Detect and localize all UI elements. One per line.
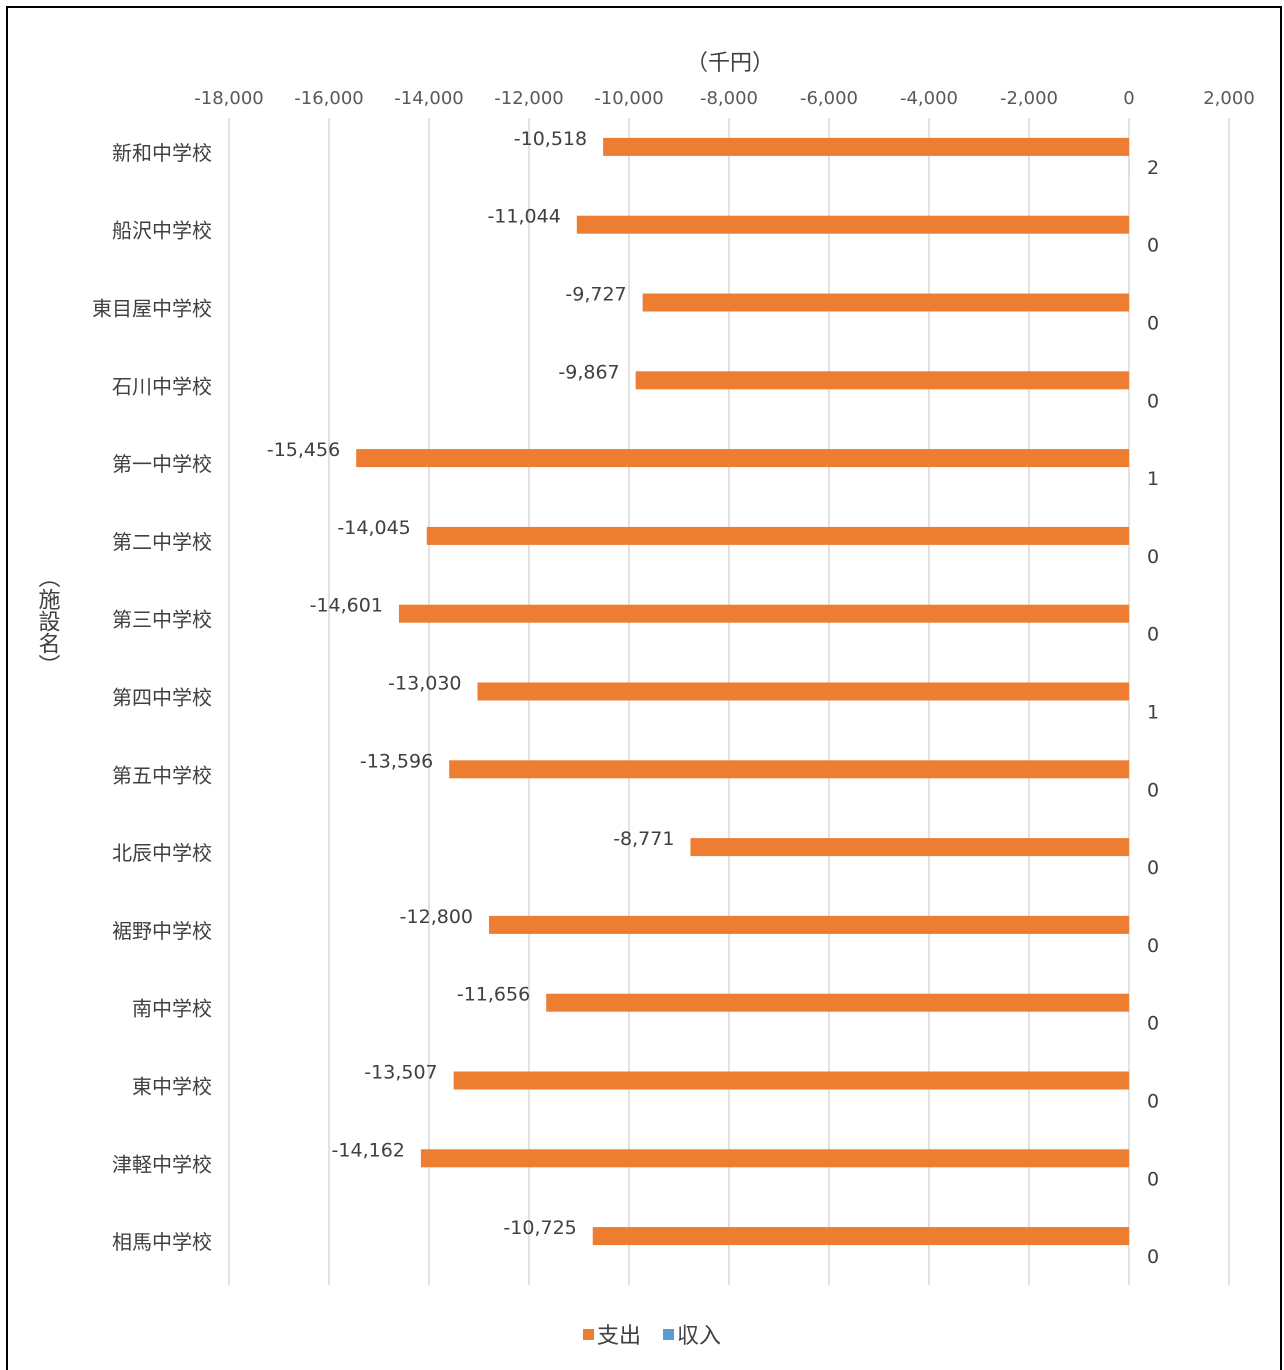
- data-label-spending: -15,456: [267, 439, 340, 461]
- data-label-income: 0: [1147, 1013, 1159, 1035]
- data-label-spending: -13,030: [388, 673, 461, 695]
- legend-swatch: [583, 1329, 594, 1340]
- bar-spending: [427, 527, 1129, 545]
- bar-spending: [356, 449, 1129, 467]
- legend-swatch: [663, 1329, 674, 1340]
- bar-spending: [643, 294, 1129, 312]
- bar-spending: [690, 838, 1129, 856]
- data-label-spending: -14,601: [310, 595, 383, 617]
- bar-spending: [546, 994, 1129, 1012]
- bar-spending: [577, 216, 1129, 234]
- data-label-spending: -9,867: [558, 361, 619, 383]
- bar-spending: [593, 1227, 1129, 1245]
- x-tick-label: -16,000: [294, 88, 363, 109]
- x-tick-label: 2,000: [1203, 88, 1255, 109]
- x-tick-label: -12,000: [494, 88, 563, 109]
- data-label-income: 0: [1147, 1168, 1159, 1190]
- bar-spending: [454, 1072, 1129, 1090]
- category-label: 南中学校: [132, 997, 212, 1021]
- data-label-spending: -8,771: [613, 828, 674, 850]
- data-label-income: 0: [1147, 1246, 1159, 1268]
- data-label-income: 0: [1147, 546, 1159, 568]
- bar-spending: [603, 138, 1129, 156]
- category-label: 裾野中学校: [112, 919, 212, 943]
- data-label-income: 1: [1147, 702, 1159, 724]
- data-label-spending: -9,727: [565, 284, 626, 306]
- data-label-spending: -10,725: [503, 1217, 576, 1239]
- data-label-spending: -10,518: [514, 128, 587, 150]
- y-axis-categories: 新和中学校船沢中学校東目屋中学校石川中学校第一中学校第二中学校第三中学校第四中学…: [92, 141, 212, 1254]
- data-label-spending: -11,656: [457, 984, 530, 1006]
- category-label: 船沢中学校: [112, 219, 212, 243]
- bar-spending: [636, 371, 1129, 389]
- category-label: 津軽中学校: [112, 1152, 212, 1176]
- x-tick-label: -2,000: [1000, 88, 1058, 109]
- category-label: 石川中学校: [112, 374, 212, 398]
- x-tick-label: -4,000: [900, 88, 958, 109]
- x-axis-title: （千円）: [686, 51, 774, 76]
- category-label: 第一中学校: [112, 452, 212, 476]
- category-label: 北辰中学校: [112, 841, 212, 865]
- x-tick-label: -14,000: [394, 88, 463, 109]
- data-label-income: 0: [1147, 235, 1159, 257]
- legend: 支出 収入: [583, 1324, 721, 1349]
- bar-spending: [449, 760, 1129, 778]
- bar-spending: [489, 916, 1129, 934]
- category-label: 第五中学校: [112, 763, 212, 787]
- category-label: 東目屋中学校: [92, 297, 212, 321]
- gridlines: [229, 118, 1229, 1285]
- category-label: 第四中学校: [112, 686, 212, 710]
- legend-label: 収入: [677, 1324, 721, 1349]
- category-label: 第三中学校: [112, 608, 212, 632]
- x-tick-label: 0: [1123, 88, 1134, 109]
- bar-spending: [399, 605, 1129, 623]
- x-axis-ticks: -18,000 -16,000 -14,000 -12,000 -10,000 -8,00…: [194, 88, 1255, 109]
- data-label-spending: -14,162: [332, 1139, 405, 1161]
- x-tick-label: -6,000: [800, 88, 858, 109]
- x-tick-label: -10,000: [594, 88, 663, 109]
- bar-spending: [421, 1149, 1129, 1167]
- data-label-spending: -11,044: [487, 206, 560, 228]
- data-label-income: 0: [1147, 390, 1159, 412]
- category-label: 第二中学校: [112, 530, 212, 554]
- data-label-spending: -14,045: [337, 517, 410, 539]
- data-label-income: 0: [1147, 857, 1159, 879]
- data-label-spending: -13,507: [364, 1062, 437, 1084]
- data-label-income: 0: [1147, 624, 1159, 646]
- data-label-income: 0: [1147, 313, 1159, 335]
- data-label-income: 0: [1147, 935, 1159, 957]
- data-label-income: 0: [1147, 779, 1159, 801]
- data-label-spending: -13,596: [360, 750, 433, 772]
- x-tick-label: -18,000: [194, 88, 263, 109]
- data-label-income: 2: [1147, 157, 1159, 179]
- category-label: 新和中学校: [112, 141, 212, 165]
- data-label-spending: -12,800: [400, 906, 473, 928]
- data-label-income: 1: [1147, 468, 1159, 490]
- legend-label: 支出: [597, 1324, 641, 1349]
- category-label: 相馬中学校: [112, 1230, 212, 1254]
- y-axis-title: （施設名）: [35, 566, 61, 676]
- bar-spending: [478, 683, 1130, 701]
- x-tick-label: -8,000: [700, 88, 758, 109]
- data-label-income: 0: [1147, 1091, 1159, 1113]
- bars: [356, 138, 1129, 1245]
- category-label: 東中学校: [132, 1075, 212, 1099]
